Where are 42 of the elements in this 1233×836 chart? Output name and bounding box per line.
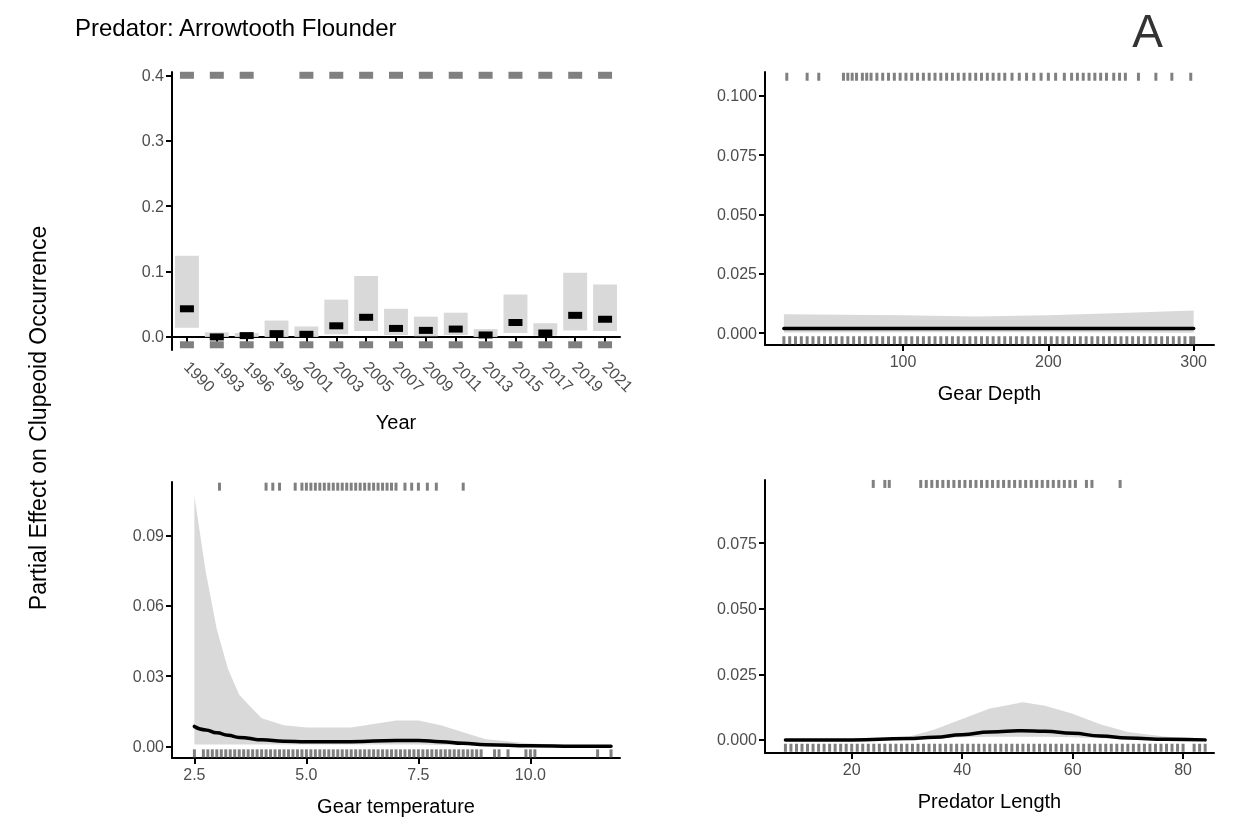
x-axis-title: Gear Depth (937, 382, 1042, 404)
x-axis-title: Year (375, 411, 417, 433)
x-tick-label: 20 (842, 760, 861, 778)
x-tick-label: 80 (1174, 760, 1193, 778)
y-tick-label: 0.03 (132, 667, 165, 685)
bar (354, 276, 379, 332)
y-tick-label: 0.06 (132, 597, 165, 615)
x-tick-label: 300 (1180, 352, 1208, 370)
y-tick-label: 0.3 (141, 132, 165, 150)
y-tick-label: 0.2 (141, 197, 165, 215)
chart-title: Predator: Arrowtooth Flounder (75, 14, 397, 42)
y-tick-label: 0.075 (716, 534, 758, 552)
line-series (783, 728, 1207, 742)
x-tick-label: 7.5 (407, 765, 430, 783)
x-axis-title: Predator Length (917, 790, 1062, 812)
y-tick-label: 0.0 (141, 328, 165, 346)
x-tick-label: 100 (889, 352, 917, 370)
x-tick-label: 60 (1063, 760, 1082, 778)
y-tick-label: 0.075 (716, 146, 758, 164)
line-series (192, 724, 613, 749)
y-tick-label: 0.050 (716, 205, 758, 223)
y-tick-label: 0.025 (716, 665, 758, 683)
y-axis-title: Partial Effect on Clupeoid Occurrence (24, 225, 52, 611)
y-tick-label: 0.000 (716, 731, 758, 749)
x-tick-label: 10.0 (514, 765, 547, 783)
x-tick-label: 5.0 (295, 765, 318, 783)
bar (563, 272, 588, 331)
y-tick-label: 0.1 (141, 263, 165, 281)
x-tick-label: 40 (953, 760, 972, 778)
y-tick-label: 0.4 (141, 66, 165, 84)
x-tick-label: 2.5 (183, 765, 206, 783)
bar (174, 255, 199, 328)
text: A (1132, 4, 1163, 58)
x-tick-label: 200 (1035, 352, 1062, 370)
y-tick-label: 0.100 (716, 87, 758, 105)
y-tick-label: 0.050 (716, 600, 758, 618)
bar (593, 284, 618, 332)
y-tick-label: 0.000 (716, 324, 758, 342)
y-tick-label: 0.00 (132, 737, 165, 755)
x-axis-title: Gear temperature (317, 795, 475, 817)
y-tick-label: 0.09 (132, 527, 165, 545)
y-tick-label: 0.025 (716, 265, 758, 283)
